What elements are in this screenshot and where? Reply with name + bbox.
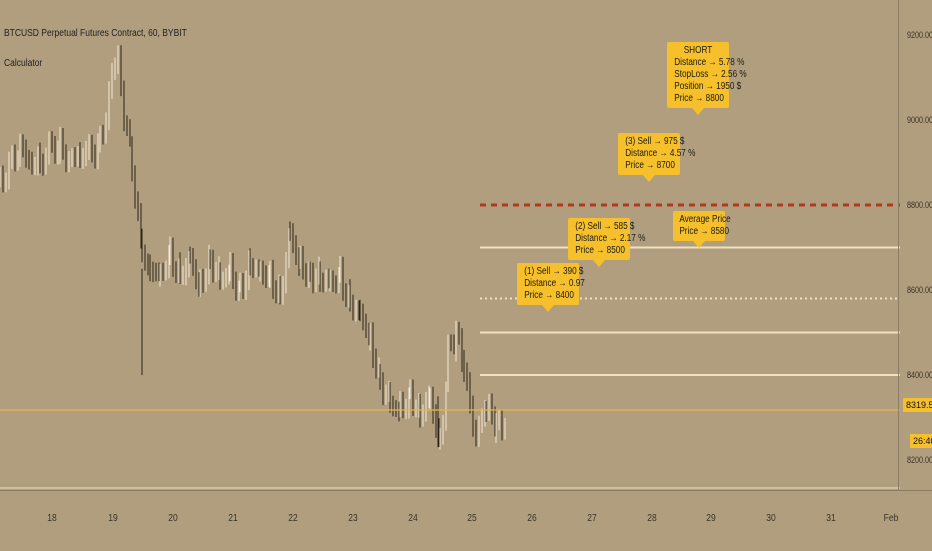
box-line: Distance → 2.17 % xyxy=(575,233,646,244)
candles xyxy=(0,45,506,450)
box-line: Price → 8500 xyxy=(575,245,625,256)
time-tick-label: 22 xyxy=(288,513,298,524)
price-axis[interactable]: 9200.00 9000.00 8800.00 8600.00 8400.00 8200.… xyxy=(898,0,932,490)
time-tick-label: 18 xyxy=(47,513,57,524)
box-line: StopLoss → 2.56 % xyxy=(674,69,747,80)
time-tick-label: 20 xyxy=(168,513,178,524)
sell-order-box: (3) Sell → 975 $ Distance → 4.57 % Price →… xyxy=(618,133,696,182)
time-tick-label: 25 xyxy=(467,513,477,524)
time-tick-label: 29 xyxy=(706,513,716,524)
average-price-box: Average Price Price → 8580 xyxy=(673,211,731,248)
time-tick-label: 27 xyxy=(587,513,597,524)
box-line: Price → 8580 xyxy=(679,226,730,237)
time-tick-label: 24 xyxy=(408,513,418,524)
short-summary-box: SHORT Distance → 5.78 % StopLoss → 2.56 % P… xyxy=(667,42,747,115)
box-line: (1) Sell → 390 $ xyxy=(524,266,584,277)
indicator-label: Calculator xyxy=(4,58,43,69)
box-line: SHORT xyxy=(683,45,713,56)
price-tick-label: 8400.00 xyxy=(907,370,932,380)
time-tick-label: 23 xyxy=(348,513,358,524)
sell-order-box: (1) Sell → 390 $ Distance → 0.97 Price → 8… xyxy=(517,263,585,312)
box-line: Position → 1950 $ xyxy=(674,81,742,92)
time-axis[interactable]: 18 19 20 21 22 23 24 25 26 27 28 29 30 31 Feb xyxy=(0,490,932,551)
time-tick-label: 21 xyxy=(228,513,238,524)
box-line: Distance → 4.57 % xyxy=(625,148,696,159)
price-tick-label: 8200.00 xyxy=(907,455,932,465)
price-tick-label: 9200.00 xyxy=(907,30,932,40)
chart-title: BTCUSD Perpetual Futures Contract, 60, B… xyxy=(4,28,187,39)
price-tick-label: 9000.00 xyxy=(907,115,932,125)
box-line: (2) Sell → 585 $ xyxy=(575,221,635,232)
box-line: Price → 8400 xyxy=(524,290,574,301)
time-tick-label: 28 xyxy=(647,513,657,524)
box-line: Distance → 0.97 xyxy=(524,278,585,289)
time-tick-label: 19 xyxy=(108,513,118,524)
box-line: Average Price xyxy=(679,214,731,225)
box-line: (3) Sell → 975 $ xyxy=(625,136,685,147)
sell-order-box: (2) Sell → 585 $ Distance → 2.17 % Price →… xyxy=(568,218,646,267)
time-tick-label: 30 xyxy=(766,513,776,524)
box-line: Distance → 5.78 % xyxy=(674,57,745,68)
box-line: Price → 8800 xyxy=(674,93,724,104)
box-line: Price → 8700 xyxy=(625,160,675,171)
price-tick-label: 8800.00 xyxy=(907,200,932,210)
time-tick-label: 31 xyxy=(826,513,836,524)
time-tick-label: 26 xyxy=(527,513,537,524)
time-tick-label: Feb xyxy=(883,513,899,524)
price-tick-label: 8600.00 xyxy=(907,285,932,295)
current-price-tag: 8319.50 xyxy=(903,398,932,412)
countdown-tag: 26:40 xyxy=(910,434,932,448)
